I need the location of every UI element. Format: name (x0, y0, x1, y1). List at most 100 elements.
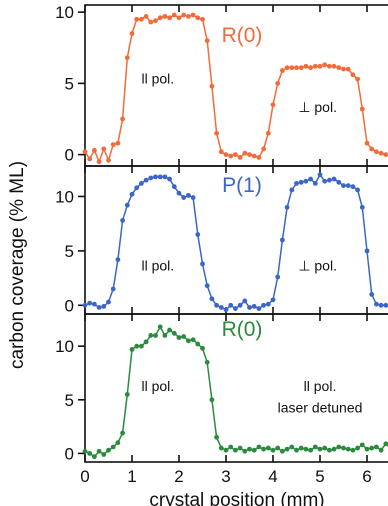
data-point (237, 445, 243, 451)
data-point (359, 442, 365, 448)
data-point (143, 339, 149, 345)
data-point (355, 76, 360, 82)
data-point (167, 327, 173, 333)
data-point (223, 447, 229, 453)
data-point (82, 302, 88, 308)
data-point (167, 15, 173, 21)
data-point (247, 152, 252, 158)
y-tick-label: 0 (65, 146, 74, 165)
data-point (186, 13, 191, 19)
data-point (106, 157, 111, 163)
data-point (374, 301, 379, 307)
data-point (308, 447, 313, 453)
data-point (383, 302, 388, 308)
data-point (284, 204, 290, 210)
data-point (312, 444, 318, 450)
data-point (317, 63, 323, 69)
data-point (265, 130, 271, 136)
data-point (87, 451, 93, 456)
data-point (139, 343, 144, 349)
data-point (289, 187, 295, 193)
data-point (308, 65, 313, 71)
data-point (237, 155, 243, 160)
data-point (327, 447, 332, 453)
data-point (289, 444, 295, 450)
data-point (115, 440, 121, 446)
data-point (124, 392, 130, 397)
data-point (176, 335, 182, 340)
data-point (247, 305, 252, 310)
annotation: ⊥ pol. (298, 257, 337, 273)
data-point (148, 19, 154, 25)
x-tick-label: 3 (221, 467, 230, 486)
panel-2: 0 5 10 P(1) ll pol. ⊥ pol. (55, 165, 388, 315)
data-point (101, 146, 107, 152)
data-point (359, 204, 365, 210)
data-point (228, 302, 234, 308)
data-point (139, 16, 144, 22)
x-tick-label: 6 (362, 467, 371, 486)
data-point (251, 303, 257, 309)
data-point (280, 237, 285, 243)
data-point (378, 302, 384, 308)
data-point (359, 106, 365, 112)
data-point (317, 172, 323, 178)
data-point (223, 152, 229, 158)
data-point (233, 306, 238, 311)
data-point (190, 12, 196, 18)
data-point (298, 179, 304, 185)
data-point (369, 445, 375, 451)
data-point (378, 150, 384, 156)
data-point (218, 445, 224, 451)
annotation: ll pol. (304, 378, 337, 394)
data-point (204, 38, 210, 44)
data-point (341, 66, 346, 72)
data-point (120, 430, 125, 436)
data-point (345, 446, 351, 452)
annotation: ll pol. (142, 70, 175, 86)
data-point (312, 181, 318, 186)
data-point (214, 130, 220, 136)
data-point (355, 445, 360, 451)
data-point (261, 446, 266, 452)
data-point (92, 454, 97, 460)
data-point (242, 298, 248, 304)
data-point (200, 345, 205, 351)
x-tick-label: 2 (174, 467, 183, 486)
data-point (148, 175, 154, 181)
data-point (294, 181, 299, 186)
data-point (341, 445, 346, 451)
data-point (110, 444, 116, 450)
annotation: ll pol. (142, 378, 175, 394)
data-point (110, 286, 116, 292)
x-axis-label: crystal position (mm) (149, 490, 324, 506)
annotation: laser detuned (278, 400, 363, 416)
data-point (204, 283, 210, 289)
data-point (214, 434, 220, 440)
y-tick-label: 5 (65, 391, 74, 410)
panel-1: 0 5 10 R(0) ll pol. ⊥ pol. (55, 3, 388, 167)
y-tick-label: 0 (65, 296, 74, 315)
data-point (92, 147, 97, 153)
data-point (327, 177, 332, 183)
data-point (153, 174, 158, 180)
data-point (176, 15, 182, 21)
data-point (186, 338, 191, 344)
data-point (218, 305, 224, 310)
data-point (87, 156, 93, 162)
data-point (82, 149, 88, 155)
data-point (237, 302, 243, 308)
data-point (195, 232, 201, 237)
panel-label: P(1) (222, 174, 262, 197)
data-point (200, 16, 205, 22)
data-point (143, 13, 149, 19)
data-point (251, 447, 257, 453)
data-point (280, 68, 285, 73)
data-point (374, 444, 379, 450)
data-point (383, 152, 388, 158)
data-point (294, 65, 299, 71)
data-point (256, 444, 262, 450)
data-point (284, 65, 290, 71)
